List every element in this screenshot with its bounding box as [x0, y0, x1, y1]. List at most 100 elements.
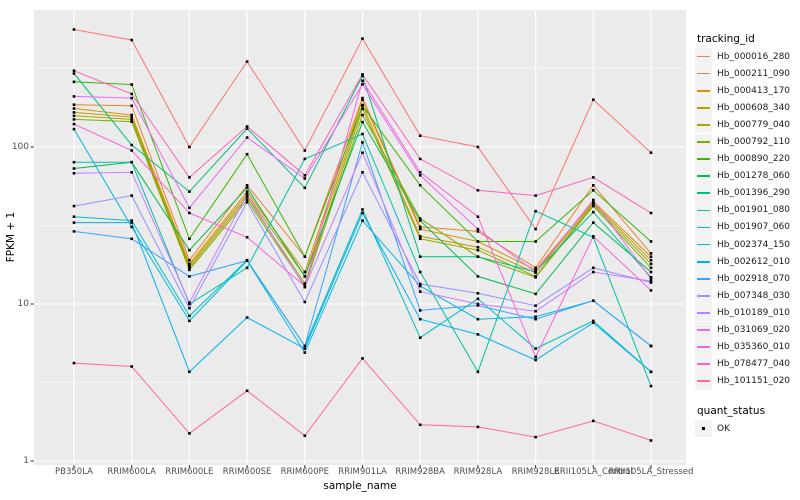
- data-point: [72, 28, 76, 31]
- data-point: [130, 160, 133, 164]
- legend-item-label: Hb_000608_340: [717, 102, 791, 113]
- data-point: [534, 240, 537, 243]
- data-point: [418, 184, 422, 187]
- x-tick-label: RRIM600LE: [165, 467, 214, 477]
- data-point: [188, 268, 191, 272]
- legend-line-swatch-icon: [697, 209, 710, 212]
- legend-line-swatch-icon: [697, 363, 710, 366]
- data-point: [130, 171, 133, 174]
- data-point: [361, 141, 364, 144]
- data-point: [72, 95, 76, 98]
- y-tick-label: 100: [11, 141, 29, 152]
- data-point: [361, 357, 364, 360]
- legend-item-Hb_000792_110: Hb_000792_110: [695, 133, 790, 151]
- data-point: [303, 186, 307, 190]
- data-point: [649, 344, 653, 348]
- plot-panel: [34, 10, 686, 465]
- data-point: [130, 83, 133, 86]
- data-point: [130, 365, 133, 368]
- x-tick-label: RRII105LA_Control: [553, 467, 633, 477]
- legend-item-label: OK: [717, 423, 730, 434]
- x-tick-label: RRIM928BA: [395, 467, 445, 477]
- data-point: [476, 292, 480, 295]
- data-point: [245, 195, 249, 199]
- legend-item-Hb_002374_150: Hb_002374_150: [695, 236, 790, 254]
- data-point: [245, 259, 249, 262]
- data-point: [130, 194, 133, 197]
- legend-key-box: [695, 133, 712, 151]
- legend-key-box: [695, 253, 712, 271]
- data-point: [592, 321, 595, 324]
- y-axis-title: FPKM + 1: [5, 211, 17, 263]
- data-point: [188, 319, 191, 323]
- x-axis-title: sample_name: [323, 480, 397, 492]
- x-tick-label: RRIM901LA: [338, 467, 387, 477]
- data-point: [188, 145, 191, 149]
- data-point: [188, 275, 191, 278]
- legend-line-swatch-icon: [697, 346, 710, 348]
- data-point: [188, 237, 191, 241]
- x-tick-label: RRIM600SE: [222, 467, 272, 477]
- data-point: [534, 209, 537, 213]
- legend-key-box: [695, 372, 712, 390]
- legend-key-box: [695, 65, 712, 83]
- data-point: [476, 145, 480, 149]
- legend-line-swatch-icon: [697, 106, 710, 109]
- data-point: [592, 98, 595, 101]
- data-point: [72, 122, 76, 126]
- legend-item-label: Hb_000890_220: [717, 154, 791, 165]
- data-point: [592, 210, 595, 214]
- data-point: [361, 73, 364, 76]
- data-point: [303, 347, 307, 350]
- data-point: [418, 219, 422, 222]
- data-point: [72, 361, 76, 365]
- legend-key-box: [695, 116, 712, 134]
- legend-item-label: Hb_000779_040: [717, 119, 791, 130]
- legend-item-Hb_010189_010: Hb_010189_010: [695, 304, 791, 322]
- data-point: [303, 275, 307, 278]
- data-point: [303, 282, 307, 285]
- legend-line-swatch-icon: [697, 175, 710, 178]
- data-point: [418, 157, 422, 161]
- data-point: [534, 315, 537, 318]
- legend-line-swatch-icon: [697, 72, 710, 75]
- data-point: [649, 258, 653, 262]
- data-point: [476, 297, 480, 301]
- data-point: [418, 336, 422, 339]
- data-point: [592, 203, 595, 206]
- data-point: [303, 157, 307, 161]
- data-point: [130, 237, 133, 241]
- data-point: [72, 127, 76, 131]
- y-tick-label: 10: [17, 298, 29, 309]
- data-point: [130, 143, 133, 147]
- data-point: [476, 275, 480, 278]
- legend-item-Hb_078477_040: Hb_078477_040: [695, 355, 790, 373]
- data-point: [534, 317, 537, 321]
- data-point: [72, 111, 76, 114]
- data-point: [592, 270, 595, 274]
- data-point: [592, 221, 595, 224]
- legend-quant-status: OK: [695, 420, 730, 438]
- data-point: [72, 80, 76, 84]
- data-point: [245, 316, 249, 319]
- data-point: [72, 118, 76, 121]
- data-point: [303, 255, 307, 258]
- legend-item-Hb_031069_020: Hb_031069_020: [695, 321, 790, 339]
- data-point: [418, 171, 422, 174]
- legend-item-label: Hb_010189_010: [717, 307, 791, 318]
- data-point: [361, 98, 364, 101]
- data-point: [534, 266, 537, 270]
- data-point: [476, 333, 480, 336]
- data-point: [476, 370, 480, 374]
- data-point: [592, 198, 595, 202]
- legend-key-box: [695, 82, 712, 100]
- data-point: [418, 227, 422, 231]
- legend-item-Hb_101151_020: Hb_101151_020: [695, 372, 790, 390]
- data-point: [245, 389, 249, 393]
- data-point: [361, 96, 364, 100]
- legend-line-swatch-icon: [697, 124, 710, 126]
- legend-line-swatch-icon: [697, 89, 710, 92]
- data-point: [418, 317, 422, 321]
- data-point: [130, 115, 133, 119]
